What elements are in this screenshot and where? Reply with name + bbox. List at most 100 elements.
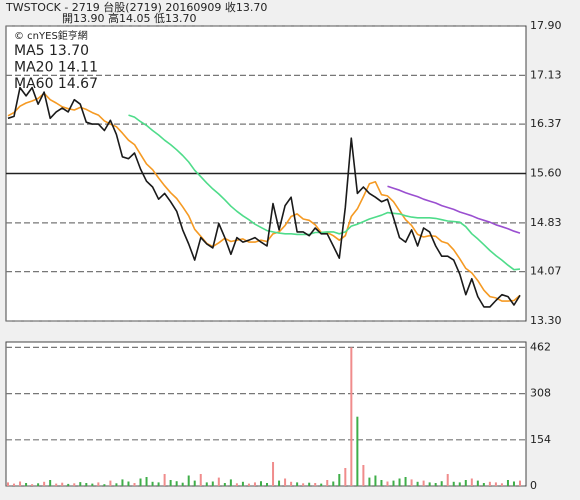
volume-bar — [452, 481, 455, 486]
volume-bar — [392, 480, 395, 486]
volume-bar — [272, 462, 275, 486]
legend-entry: MA20 14.11 — [14, 60, 98, 76]
volume-bar — [61, 482, 64, 486]
volume-bar — [97, 482, 100, 486]
volume-panel — [5, 341, 527, 487]
volume-bar — [139, 478, 142, 486]
volume-bar — [404, 477, 407, 486]
volume-bar — [416, 481, 419, 486]
volume-bar — [133, 483, 136, 486]
volume-bar — [55, 483, 58, 486]
volume-bar — [193, 480, 196, 486]
volume-bar — [247, 483, 250, 486]
volume-bar — [512, 481, 515, 486]
volume-bar — [67, 483, 70, 486]
volume-bar — [302, 483, 305, 486]
volume-bar — [506, 480, 509, 486]
volume-bar — [470, 478, 473, 486]
volume-bar — [368, 477, 371, 486]
close-line — [7, 86, 521, 308]
y-tick-label: 308 — [530, 387, 551, 400]
volume-bar — [211, 481, 214, 486]
volume-bar — [103, 484, 106, 486]
volume-bar — [326, 480, 329, 486]
volume-bar — [37, 483, 40, 486]
volume-bar — [175, 481, 178, 486]
volume-bar — [476, 480, 479, 486]
volume-bar — [91, 483, 94, 486]
volume-bar — [278, 480, 281, 486]
y-tick-label: 0 — [530, 479, 537, 492]
volume-bar — [386, 481, 389, 486]
volume-bar — [308, 482, 311, 486]
volume-bar — [434, 483, 437, 486]
volume-bar — [109, 480, 112, 486]
volume-bar — [31, 484, 34, 486]
y-tick-label: 462 — [530, 340, 551, 353]
volume-bar — [205, 482, 208, 486]
ma-line — [128, 114, 521, 271]
volume-bar — [151, 481, 154, 486]
volume-bar — [500, 483, 503, 486]
volume-bar — [440, 481, 443, 486]
y-tick-label: 14.07 — [530, 265, 562, 278]
volume-bar — [458, 482, 461, 486]
volume-bar — [223, 483, 226, 486]
volume-bar — [181, 482, 184, 486]
volume-bar — [296, 482, 299, 486]
volume-bar — [79, 482, 82, 486]
volume-bar — [19, 481, 22, 486]
volume-bar — [356, 416, 359, 486]
ma-line — [7, 92, 521, 302]
y-tick-label: 15.60 — [530, 167, 562, 180]
ma-line — [387, 185, 521, 234]
y-tick-label: 17.13 — [530, 68, 562, 81]
volume-bar — [259, 481, 262, 486]
volume-bar — [229, 479, 232, 486]
legend-entry: MA60 14.67 — [14, 76, 98, 92]
volume-bar — [284, 478, 287, 486]
volume-bar — [127, 481, 130, 486]
volume-bar — [25, 483, 28, 486]
chart-subtitle: 開13.90 高14.05 低13.70 — [62, 11, 196, 25]
volume-bar — [519, 480, 521, 486]
volume-bar — [73, 483, 76, 486]
volume-bar — [374, 475, 377, 486]
y-tick-label: 17.90 — [530, 19, 562, 32]
volume-bar — [163, 474, 166, 486]
volume-bar — [85, 483, 88, 486]
volume-bar — [488, 481, 491, 486]
volume-bar — [314, 483, 317, 486]
volume-bar — [266, 483, 269, 486]
volume-bar — [380, 480, 383, 486]
volume-bar — [49, 480, 52, 486]
volume-bar — [217, 477, 220, 486]
y-tick-label: 16.37 — [530, 117, 562, 130]
volume-bar — [464, 480, 467, 486]
volume-bar — [235, 483, 238, 486]
volume-bar — [410, 479, 413, 486]
volume-bar — [43, 481, 46, 486]
volume-bar — [344, 468, 347, 486]
legend-entry: MA5 13.70 — [14, 43, 89, 59]
volume-bar — [398, 478, 401, 486]
volume-bar — [332, 481, 335, 486]
volume-bar — [446, 474, 449, 486]
volume-bar — [241, 481, 244, 486]
y-tick-label: 14.83 — [530, 216, 562, 229]
volume-bar — [338, 474, 341, 486]
y-tick-label: 154 — [530, 433, 551, 446]
volume-bar — [13, 483, 16, 486]
volume-bar — [145, 477, 148, 486]
volume-bar — [169, 480, 172, 486]
volume-bar — [290, 481, 293, 486]
volume-bar — [482, 483, 485, 486]
volume-bar — [320, 483, 323, 486]
volume-bar — [187, 475, 190, 486]
volume-bar — [199, 474, 202, 486]
volume-bar — [362, 465, 365, 486]
volume-bar — [115, 483, 118, 486]
volume-bar — [428, 482, 431, 486]
volume-bar — [157, 482, 160, 486]
